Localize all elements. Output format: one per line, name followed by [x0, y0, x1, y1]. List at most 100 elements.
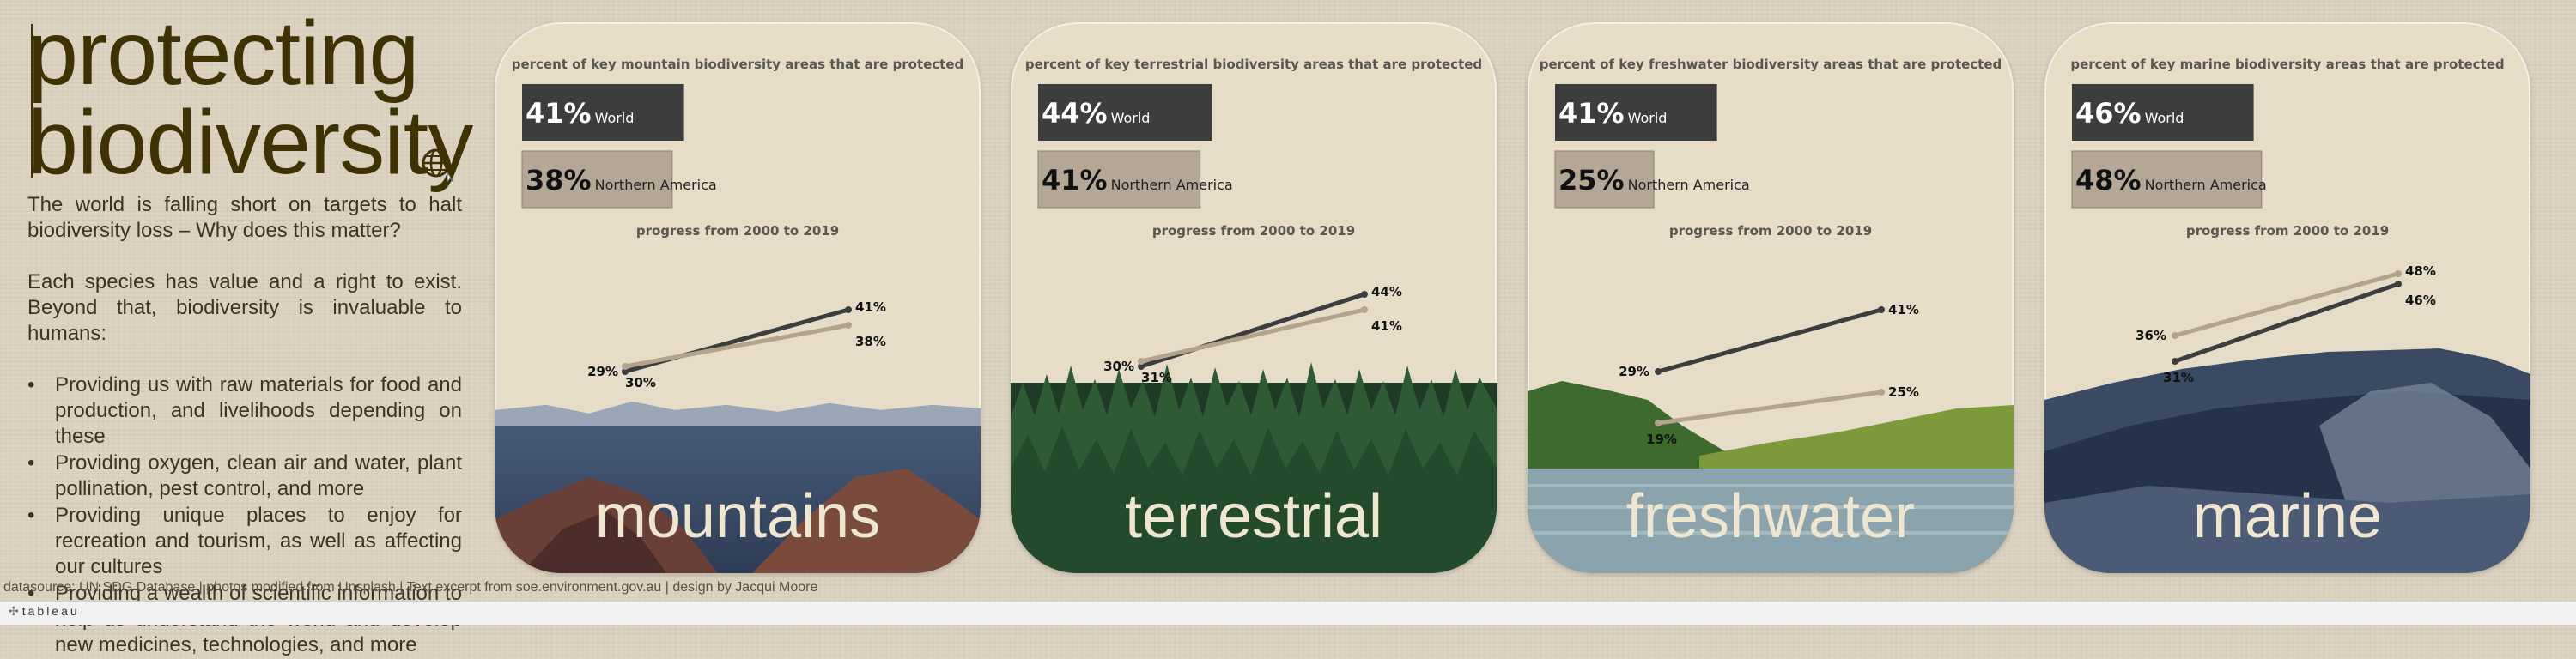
progress-end-label: 46%: [2405, 293, 2436, 308]
progress-point[interactable]: [1655, 368, 1662, 375]
progress-end-label: 44%: [1371, 284, 1402, 299]
bar-northern-america[interactable]: [1037, 150, 1201, 209]
bar-value: 41%: [526, 97, 592, 130]
bar-value: 38%: [526, 164, 592, 196]
bar-value: 44%: [1042, 97, 1108, 130]
chart-marks: 30% 44% 31% 41%: [1103, 284, 1402, 385]
progress-point[interactable]: [622, 368, 629, 375]
progress-point[interactable]: [1361, 306, 1368, 313]
progress-start-label: 31%: [2163, 370, 2194, 385]
bar-value: 46%: [2075, 97, 2142, 130]
bar-value: 25%: [1558, 164, 1625, 196]
progress-point[interactable]: [1138, 358, 1145, 365]
progress-line-world[interactable]: [1656, 307, 1884, 374]
benefit-item: Providing unique places to enjoy for rec…: [27, 503, 462, 580]
progress-point[interactable]: [845, 322, 852, 329]
progress-point[interactable]: [1878, 389, 1885, 396]
progress-point[interactable]: [2395, 270, 2402, 277]
progress-start-label: 29%: [1619, 364, 1649, 379]
progress-title: progress from 2000 to 2019: [1152, 223, 1355, 239]
panel-terrestrial[interactable]: percent of key terrestrial biodiversity …: [1011, 22, 1497, 573]
chart-title: percent of key terrestrial biodiversity …: [1025, 57, 1482, 72]
bar-northern-america[interactable]: [1554, 150, 1655, 209]
title-rule: [31, 24, 33, 178]
bar-label: 25% Northern America: [1558, 164, 1750, 196]
scene-terrestrial: [1011, 362, 1497, 573]
bar-value: 41%: [1558, 97, 1625, 130]
chart-header: percent of key freshwater biodiversity a…: [1540, 57, 2002, 239]
bar-category: World: [1628, 110, 1668, 126]
progress-title: progress from 2000 to 2019: [2186, 223, 2389, 239]
progress-point[interactable]: [2172, 332, 2178, 339]
chart-freshwater: percent of key freshwater biodiversity a…: [1528, 57, 2014, 573]
progress-line-northern-america[interactable]: [623, 323, 851, 369]
progress-point[interactable]: [845, 306, 852, 313]
progress-point[interactable]: [2395, 281, 2402, 287]
intro-paragraph-1: The world is falling short on targets to…: [27, 193, 462, 242]
progress-line-world[interactable]: [2172, 281, 2401, 364]
chart-mountains: percent of key mountain biodiversity are…: [495, 57, 981, 573]
bar-world[interactable]: [2072, 84, 2254, 141]
bar-value: 48%: [2075, 164, 2142, 196]
scene-marine: [2044, 348, 2530, 573]
panel-freshwater[interactable]: percent of key freshwater biodiversity a…: [1528, 22, 2014, 573]
bar-label: 41% World: [1558, 97, 1667, 130]
bar-category: Northern America: [2145, 177, 2267, 193]
bar-world[interactable]: [1555, 84, 1717, 141]
biome-label-freshwater: freshwater: [1626, 482, 1915, 551]
progress-start-label: 19%: [1646, 432, 1677, 447]
intro-column: protecting biodiversity The world is fal…: [0, 0, 481, 656]
chart-header: percent of key mountain biodiversity are…: [512, 57, 964, 239]
biome-label-mountains: mountains: [595, 482, 880, 551]
progress-point[interactable]: [1138, 363, 1145, 370]
bar-world[interactable]: [522, 84, 684, 141]
progress-line-northern-america[interactable]: [1656, 390, 1884, 426]
bar-northern-america[interactable]: [2071, 150, 2263, 209]
tableau-toolbar: ✣ tableau: [0, 601, 2576, 625]
progress-line-northern-america[interactable]: [2172, 271, 2401, 338]
chart-terrestrial: percent of key terrestrial biodiversity …: [1011, 57, 1497, 573]
bar-world[interactable]: [1038, 84, 1212, 141]
progress-point[interactable]: [622, 363, 629, 370]
bar-label: 46% World: [2075, 97, 2184, 130]
progress-point[interactable]: [1878, 306, 1885, 313]
chart-marks: 31% 46% 36% 48%: [2136, 263, 2436, 385]
progress-point[interactable]: [1361, 291, 1368, 298]
page-title: protecting biodiversity: [27, 3, 473, 188]
progress-start-label: 29%: [587, 364, 618, 379]
page-title-line1: protecting: [27, 3, 420, 104]
chart-marks: 29% 41% 30% 38%: [587, 299, 886, 390]
progress-point[interactable]: [1655, 420, 1662, 426]
intro-text: The world is falling short on targets to…: [27, 192, 462, 659]
tableau-logo-text: tableau: [21, 604, 80, 618]
chart-marks: 29% 41% 19% 25%: [1619, 302, 1919, 447]
biome-label-marine: marine: [2193, 482, 2382, 551]
panel-mountains[interactable]: percent of key mountain biodiversity are…: [495, 22, 981, 573]
chart-title: percent of key marine biodiversity areas…: [2070, 57, 2504, 72]
progress-end-label: 41%: [1888, 302, 1919, 317]
progress-start-label: 30%: [1103, 359, 1134, 374]
bar-category: World: [595, 110, 635, 126]
chart-title: percent of key freshwater biodiversity a…: [1540, 57, 2002, 72]
benefit-item: Providing us with raw materials for food…: [27, 372, 462, 450]
bar-category: Northern America: [1111, 177, 1233, 193]
progress-title: progress from 2000 to 2019: [1669, 223, 1872, 239]
bar-northern-america[interactable]: [521, 150, 673, 209]
bar-label: 41% World: [526, 97, 634, 130]
tableau-logo[interactable]: ✣ tableau: [9, 604, 80, 619]
bar-category: World: [2145, 110, 2184, 126]
bar-label: 44% World: [1042, 97, 1150, 130]
chart-header: percent of key marine biodiversity areas…: [2070, 57, 2504, 239]
chart-marine: percent of key marine biodiversity areas…: [2044, 57, 2530, 573]
progress-end-label: 41%: [1371, 318, 1402, 334]
panel-marine[interactable]: percent of key marine biodiversity areas…: [2044, 22, 2530, 573]
globe-icon: [422, 148, 454, 184]
bar-label: 48% Northern America: [2075, 164, 2267, 196]
progress-end-label: 41%: [855, 299, 886, 315]
progress-line-northern-america[interactable]: [1139, 307, 1367, 364]
intro-paragraph-2: Each species has value and a right to ex…: [27, 270, 462, 345]
biome-label-terrestrial: terrestrial: [1125, 482, 1382, 551]
benefit-item: Providing oxygen, clean air and water, p…: [27, 450, 462, 502]
progress-point[interactable]: [2172, 358, 2178, 365]
bar-category: Northern America: [1628, 177, 1750, 193]
